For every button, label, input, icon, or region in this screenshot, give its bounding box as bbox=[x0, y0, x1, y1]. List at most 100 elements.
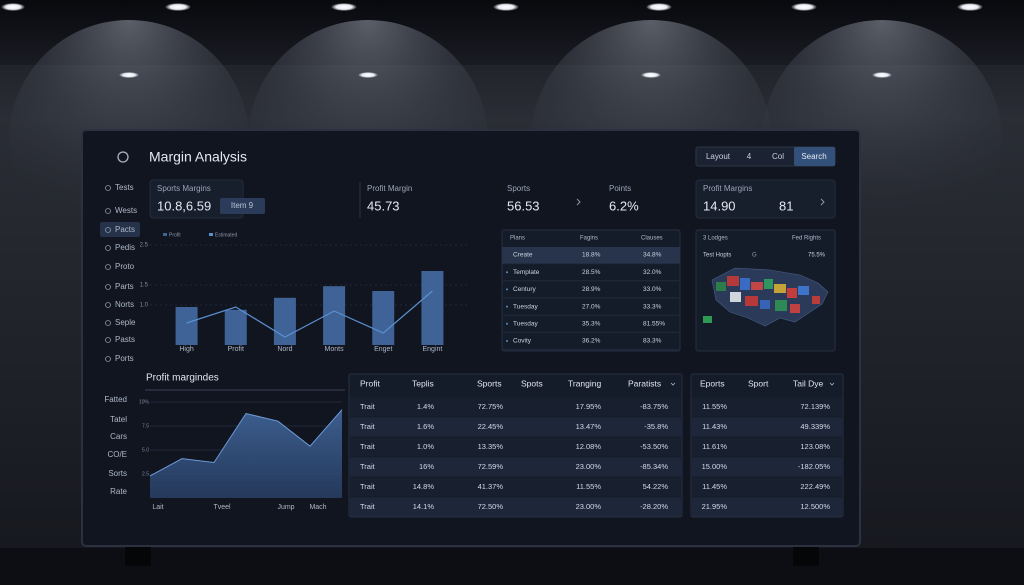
table-cell: 83.3% bbox=[643, 338, 662, 345]
table-cell: -85.34% bbox=[640, 462, 668, 471]
chart-title: Profit margindes bbox=[146, 373, 219, 384]
legend-label: Profit bbox=[169, 232, 181, 238]
table-cell: 33.3% bbox=[643, 303, 662, 310]
kpi-button[interactable]: Item 9 bbox=[231, 201, 254, 210]
table-cell: Trait bbox=[360, 402, 376, 411]
row-bullet bbox=[506, 340, 508, 342]
table-header: Tail Dye bbox=[793, 378, 824, 388]
table-cell: 22.45% bbox=[478, 422, 504, 431]
nav-icon bbox=[105, 337, 111, 343]
table-header: Paratists bbox=[628, 378, 661, 388]
map-region bbox=[751, 282, 763, 290]
kpi-value: 10.8,6.59 bbox=[157, 198, 211, 213]
kpi-value: 56.53 bbox=[507, 198, 540, 213]
nav-item[interactable]: CO/E bbox=[107, 450, 127, 459]
nav-item[interactable]: Seple bbox=[115, 318, 136, 327]
table-cell: -35.8% bbox=[644, 422, 668, 431]
table-cell: 11.43% bbox=[702, 422, 727, 431]
nav-icon bbox=[105, 227, 111, 233]
table-cell: Trait bbox=[360, 462, 376, 471]
ceiling-light bbox=[358, 72, 378, 78]
x-tick-label: Lait bbox=[152, 504, 163, 511]
kpi-label: Sports Margins bbox=[157, 184, 211, 193]
x-tick-label: Engint bbox=[422, 346, 442, 353]
table-cell: 34.8% bbox=[643, 252, 662, 259]
toolbar-button[interactable]: Col bbox=[772, 152, 784, 161]
y-tick-label: 7.5 bbox=[142, 423, 149, 429]
nav-item[interactable]: Pacts bbox=[115, 225, 135, 234]
table-row bbox=[692, 437, 842, 457]
map-marker: G bbox=[752, 253, 757, 259]
bar bbox=[175, 307, 198, 345]
table-row bbox=[350, 397, 681, 417]
nav-item[interactable]: Ports bbox=[115, 354, 134, 363]
map-title: Fed Rights bbox=[792, 236, 821, 242]
x-tick-label: Enget bbox=[374, 346, 392, 353]
nav-item[interactable]: Pedis bbox=[115, 243, 135, 252]
nav-item[interactable]: Parts bbox=[115, 282, 134, 291]
nav-item[interactable]: Norts bbox=[115, 300, 134, 309]
nav-item[interactable]: Sorts bbox=[108, 469, 127, 478]
nav-item[interactable]: Rate bbox=[110, 487, 127, 496]
ceiling-light bbox=[957, 3, 983, 11]
nav-item[interactable]: Fatted bbox=[104, 395, 127, 404]
y-tick-label: 10% bbox=[139, 399, 150, 405]
nav-icon bbox=[105, 302, 111, 308]
area-fill bbox=[150, 409, 342, 498]
floor bbox=[0, 548, 1024, 585]
search-button-bg[interactable] bbox=[794, 147, 835, 166]
table-row bbox=[350, 497, 681, 517]
table-cell: 12.08% bbox=[576, 442, 602, 451]
row-bullet bbox=[506, 305, 508, 308]
ceiling-light bbox=[646, 3, 672, 11]
table-cell: 23.00% bbox=[576, 462, 602, 471]
ceiling-light bbox=[119, 72, 139, 78]
kpi-value: 6.2% bbox=[609, 198, 639, 213]
table-header: Teplis bbox=[412, 378, 434, 388]
kpi-card bbox=[695, 179, 836, 219]
bar bbox=[273, 297, 296, 345]
table-cell: 33.0% bbox=[643, 286, 662, 293]
kpi-label: Profit Margin bbox=[367, 184, 412, 193]
header: Margin Analysis Layout 4 Col Search bbox=[117, 146, 836, 167]
nav-item[interactable]: Tatel bbox=[110, 415, 127, 424]
nav-item[interactable]: Cars bbox=[110, 432, 127, 441]
table-cell: 11.45% bbox=[702, 482, 727, 491]
table-header: Sport bbox=[748, 378, 769, 388]
x-tick-label: Profit bbox=[228, 346, 244, 353]
table-cell: 49.339% bbox=[800, 422, 830, 431]
ceiling-light bbox=[165, 3, 191, 11]
toolbar-button[interactable]: 4 bbox=[747, 152, 752, 161]
active-nav bbox=[100, 222, 140, 237]
kpi-button-bg[interactable] bbox=[220, 198, 265, 214]
toolbar-button[interactable]: Layout bbox=[706, 152, 731, 161]
map-region bbox=[716, 282, 726, 291]
table-cell: 17.95% bbox=[576, 402, 602, 411]
table-cell: -53.50% bbox=[640, 442, 668, 451]
table-row bbox=[350, 417, 681, 437]
nav-icon bbox=[105, 356, 111, 362]
sort-caret bbox=[829, 382, 835, 386]
search-button[interactable]: Search bbox=[801, 152, 826, 161]
line bbox=[186, 290, 433, 338]
table-cell: 28.9% bbox=[582, 286, 601, 293]
table-header: Clauses bbox=[641, 236, 663, 242]
title: Margin Analysis bbox=[149, 149, 247, 165]
nav-item[interactable]: Pasts bbox=[115, 335, 135, 344]
nav-item[interactable]: Tests bbox=[115, 183, 134, 192]
map-region bbox=[745, 296, 758, 306]
y-tick-label: 2.5 bbox=[142, 471, 149, 477]
table-cell: 36.2% bbox=[582, 338, 601, 345]
nav-item[interactable]: Proto bbox=[115, 262, 135, 271]
table-header: Tranging bbox=[568, 378, 602, 388]
y-tick-label: 2.5 bbox=[140, 243, 149, 249]
table-cell: 35.3% bbox=[582, 321, 601, 328]
nav-icon bbox=[105, 208, 111, 214]
x-tick-label: Nord bbox=[277, 346, 292, 353]
table-cell: 11.55% bbox=[576, 482, 601, 491]
table-cell: 28.5% bbox=[582, 269, 601, 276]
kpi-label: Sports bbox=[507, 184, 530, 193]
nav-item[interactable]: Wests bbox=[115, 206, 137, 215]
